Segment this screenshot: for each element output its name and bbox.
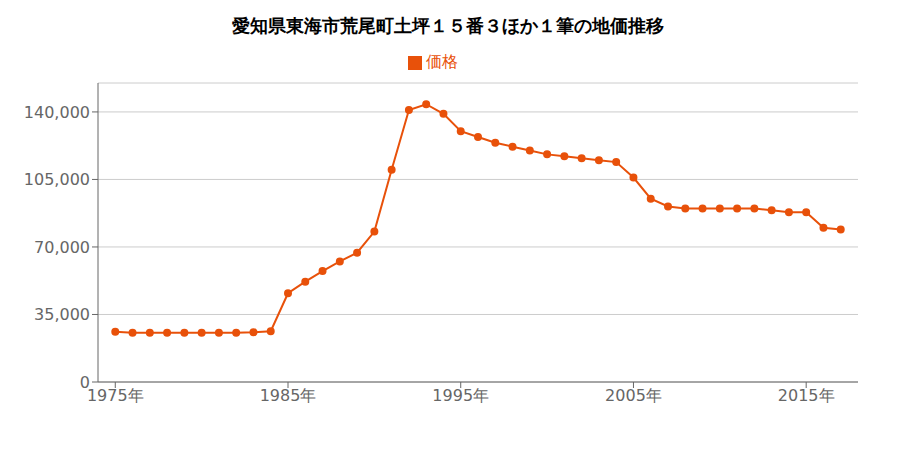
svg-text:2005年: 2005年 — [605, 386, 662, 405]
svg-text:1975年: 1975年 — [87, 386, 144, 405]
svg-text:0: 0 — [80, 373, 90, 392]
svg-text:1985年: 1985年 — [260, 386, 317, 405]
svg-text:70,000: 70,000 — [34, 238, 90, 257]
html-text:愛知県東海市荒尾町土坪１５番３ほか１筆の地価推移: 愛知県東海市荒尾町土坪１５番３ほか１筆の地価推移 — [232, 15, 664, 36]
svg-text:35,000: 35,000 — [34, 305, 90, 324]
svg-text:1995年: 1995年 — [432, 386, 489, 405]
svg-text:2015年: 2015年 — [778, 386, 835, 405]
html-text:価格: 価格 — [426, 52, 458, 71]
svg-text:105,000: 105,000 — [24, 170, 90, 189]
svg-text:140,000: 140,000 — [24, 103, 90, 122]
